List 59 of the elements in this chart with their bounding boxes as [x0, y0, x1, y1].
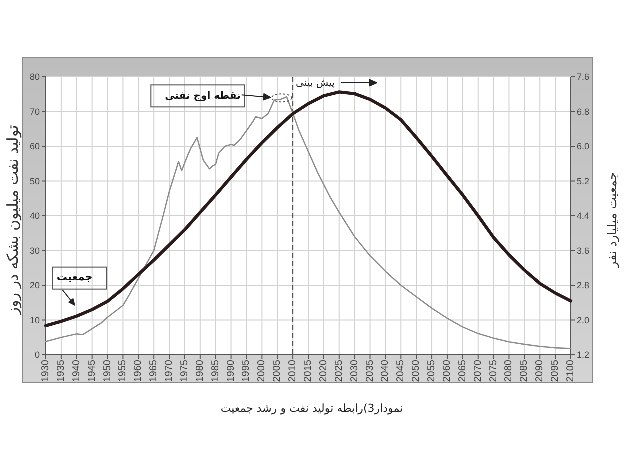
y-tick-label: 0 — [34, 350, 40, 360]
x-tick-label: 1995 — [241, 360, 252, 382]
x-tick-label: 1990 — [226, 360, 237, 382]
x-tick-label: 2045 — [396, 360, 407, 382]
y2-tick-label: 3.6 — [577, 246, 590, 256]
y2-tick-label: 4.4 — [577, 211, 590, 221]
y-tick-label: 10 — [30, 315, 40, 326]
x-tick-label: 1985 — [210, 360, 222, 382]
y2-axis-title: جمعیت میلیارد نفر — [604, 172, 620, 269]
x-tick-label: 2095 — [550, 360, 562, 382]
x-tick-label: 1945 — [86, 360, 98, 382]
y-tick-label: 60 — [30, 142, 40, 152]
y-tick-label: 80 — [30, 72, 40, 82]
x-tick-label: 2025 — [334, 360, 345, 382]
x-tick-label: 2040 — [380, 360, 392, 382]
x-tick-label: 2050 — [411, 360, 422, 382]
y2-tick-label: 2.8 — [577, 280, 590, 290]
ref-line-label: پیش بینی — [296, 78, 336, 89]
x-tick-label: 2055 — [426, 360, 438, 382]
y-tick-label: 50 — [30, 176, 40, 186]
x-tick-label: 2100 — [566, 360, 576, 382]
y-tick-label: 20 — [30, 280, 40, 290]
x-tick-label: 1950 — [102, 360, 114, 382]
y-tick-label: 40 — [30, 211, 40, 221]
x-tick-label: 2005 — [272, 360, 284, 382]
y-tick-label: 70 — [30, 106, 40, 117]
x-tick-label: 1955 — [118, 360, 129, 382]
x-tick-label: 2065 — [457, 360, 468, 382]
x-tick-label: 1930 — [40, 360, 52, 382]
x-tick-label: 2015 — [303, 360, 314, 382]
x-tick-label: 2075 — [488, 360, 500, 382]
x-tick-label: 2035 — [364, 360, 376, 382]
x-tick-label: 1965 — [148, 360, 160, 382]
y2-tick-label: 2.0 — [577, 315, 590, 326]
x-tick-label: 2000 — [256, 360, 268, 382]
x-tick-label: 2010 — [288, 360, 299, 382]
x-tick-label: 2080 — [504, 360, 515, 382]
y2-tick-label: 6.8 — [577, 106, 590, 117]
x-tick-label: 1935 — [56, 360, 67, 382]
x-tick-label: 2030 — [349, 360, 360, 382]
x-tick-label: 2020 — [318, 360, 330, 382]
text: نمودار3)رابطه تولید نفت و رشد جمعیت — [220, 402, 404, 415]
y2-tick-label: 7.6 — [577, 72, 590, 82]
x-tick-label: 1970 — [164, 360, 176, 382]
x-tick-label: 2085 — [519, 360, 530, 382]
y2-tick-label: 1.2 — [577, 350, 590, 360]
x-tick-label: 1980 — [194, 360, 206, 382]
y2-tick-label: 6.0 — [577, 142, 590, 152]
x-tick-label: 2070 — [472, 360, 484, 382]
y2-tick-label: 5.2 — [577, 176, 590, 186]
x-tick-label: 1940 — [71, 360, 82, 382]
x-tick-label: 2090 — [534, 360, 546, 382]
text: جمعیت — [56, 271, 93, 284]
annotation: نقطه اوج نفتی — [165, 91, 241, 102]
x-tick-label: 2060 — [442, 360, 453, 382]
x-tick-label: 1960 — [133, 360, 144, 382]
y-tick-label: 30 — [30, 246, 40, 256]
y-axis-title: تولید نفت میلیون بشکه در روز — [4, 125, 22, 316]
x-tick-label: 1975 — [179, 360, 190, 382]
